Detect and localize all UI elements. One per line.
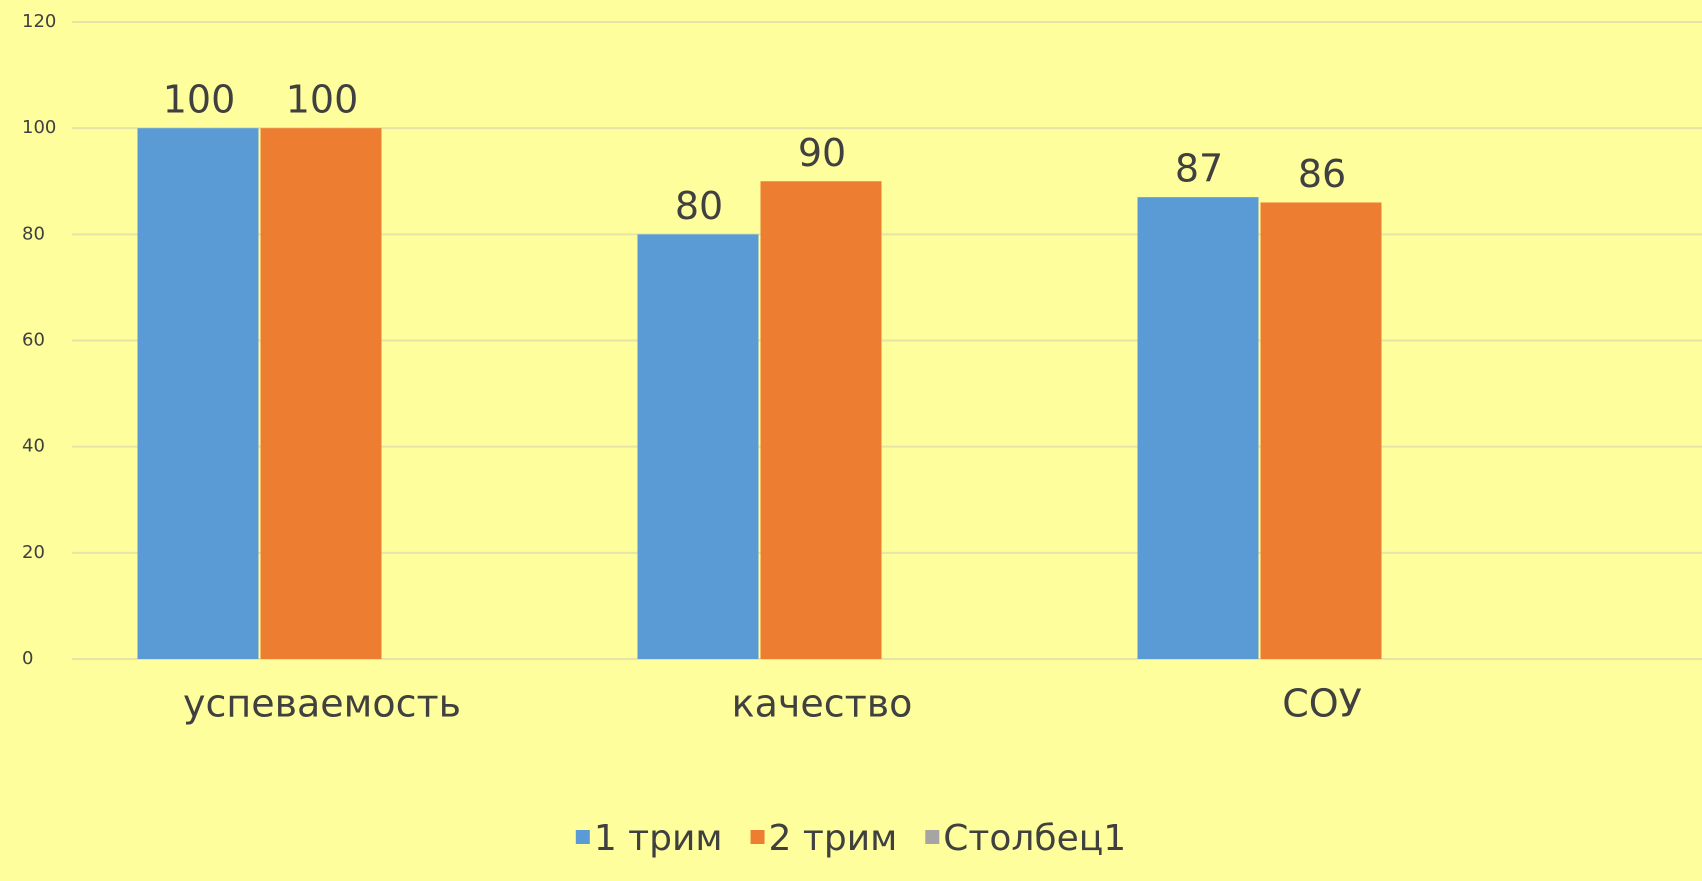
x-tick-label: успеваемость — [183, 682, 461, 726]
legend-swatch — [750, 830, 765, 844]
data-label: 87 — [1175, 147, 1223, 191]
y-tick-label: 20 — [22, 542, 45, 563]
data-label: 100 — [163, 78, 236, 122]
data-label: 100 — [286, 78, 359, 122]
bar — [1137, 197, 1259, 660]
legend-label: 1 трим — [594, 818, 723, 859]
y-tick-label: 80 — [22, 223, 45, 244]
data-label: 90 — [798, 131, 846, 175]
bar — [1260, 202, 1382, 659]
y-tick-label: 120 — [22, 11, 56, 32]
y-tick-label: 100 — [22, 117, 56, 138]
bar — [137, 128, 259, 659]
legend-swatch — [575, 830, 590, 844]
legend-swatch — [925, 830, 940, 844]
data-label: 86 — [1298, 152, 1346, 196]
y-tick-label: 40 — [22, 436, 45, 457]
legend-label: Столбец1 — [943, 818, 1126, 859]
y-tick-label: 60 — [22, 330, 45, 351]
bar — [260, 128, 382, 659]
bar — [637, 234, 759, 660]
x-tick-label: СОУ — [1282, 682, 1362, 726]
x-tick-label: качество — [732, 682, 913, 726]
legend-label: 2 трим — [769, 818, 898, 859]
y-tick-label: 0 — [22, 648, 33, 669]
data-label: 80 — [675, 184, 723, 228]
bar — [760, 181, 882, 659]
